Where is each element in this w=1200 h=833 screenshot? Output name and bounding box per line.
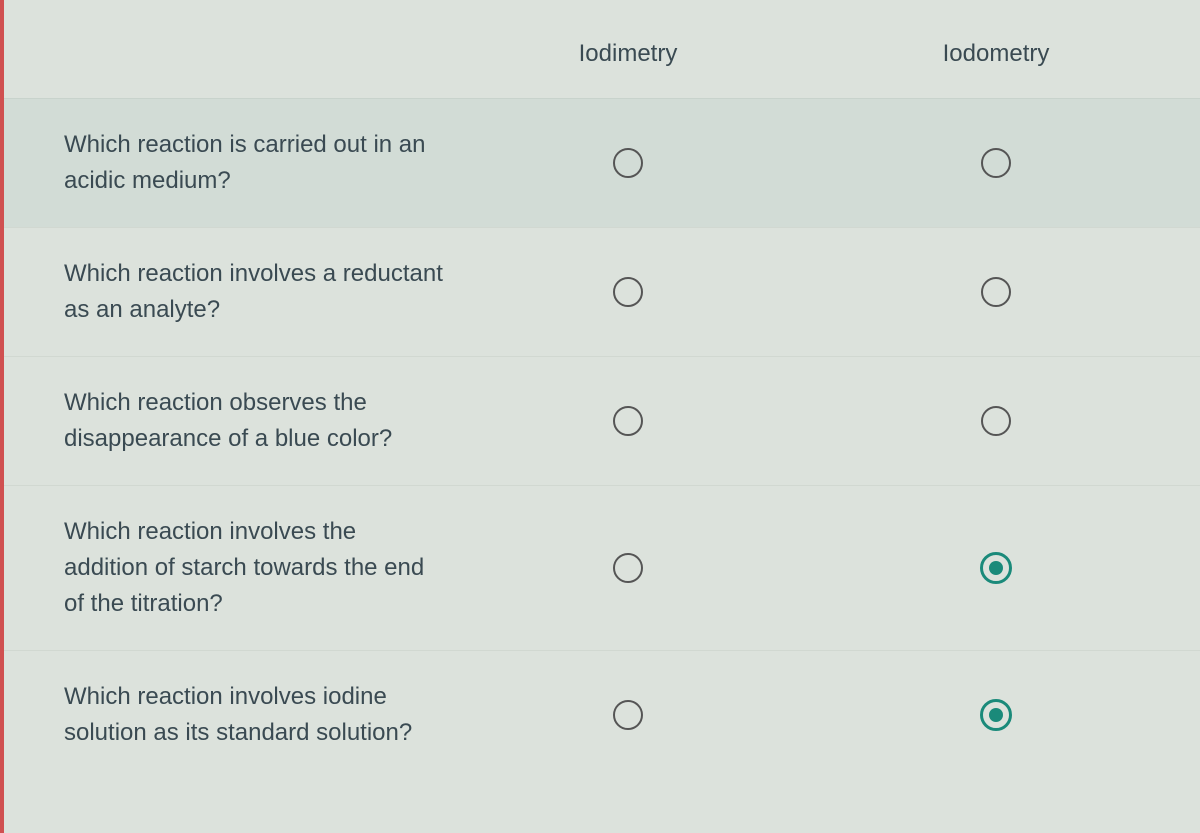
radio-cell <box>444 700 812 730</box>
radio-option[interactable] <box>980 699 1012 731</box>
radio-cell <box>444 406 812 436</box>
question-text: Which reaction is carried out in an acid… <box>64 127 444 199</box>
radio-option[interactable] <box>613 277 643 307</box>
radio-option[interactable] <box>981 148 1011 178</box>
radio-cell <box>444 148 812 178</box>
radio-option[interactable] <box>613 148 643 178</box>
column-header-row: Iodimetry Iodometry <box>4 0 1200 98</box>
radio-option[interactable] <box>980 552 1012 584</box>
question-text: Which reaction observes the disappearanc… <box>64 385 444 457</box>
question-text: Which reaction involves the addition of … <box>64 514 444 622</box>
radio-option[interactable] <box>981 277 1011 307</box>
quiz-matrix: Iodimetry Iodometry Which reaction is ca… <box>4 0 1200 779</box>
radio-cell <box>812 277 1180 307</box>
question-row: Which reaction observes the disappearanc… <box>4 356 1200 485</box>
question-text: Which reaction involves iodine solution … <box>64 679 444 751</box>
radio-cell <box>812 699 1180 731</box>
column-header-iodimetry: Iodimetry <box>444 40 812 68</box>
radio-option[interactable] <box>613 406 643 436</box>
radio-option[interactable] <box>613 700 643 730</box>
question-text: Which reaction involves a reductant as a… <box>64 256 444 328</box>
question-row: Which reaction involves a reductant as a… <box>4 227 1200 356</box>
question-row: Which reaction involves iodine solution … <box>4 650 1200 779</box>
column-header-iodometry: Iodometry <box>812 40 1180 68</box>
radio-cell <box>444 277 812 307</box>
question-row: Which reaction involves the addition of … <box>4 485 1200 650</box>
radio-cell <box>812 406 1180 436</box>
radio-option[interactable] <box>613 553 643 583</box>
radio-cell <box>812 148 1180 178</box>
radio-option[interactable] <box>981 406 1011 436</box>
question-header-spacer <box>24 40 444 68</box>
radio-cell <box>812 552 1180 584</box>
radio-cell <box>444 553 812 583</box>
question-row: Which reaction is carried out in an acid… <box>4 98 1200 227</box>
